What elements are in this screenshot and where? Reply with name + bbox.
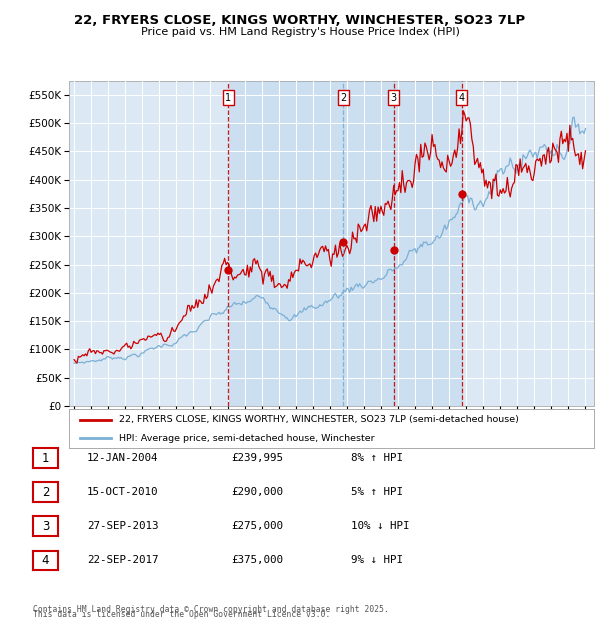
Text: This data is licensed under the Open Government Licence v3.0.: This data is licensed under the Open Gov… <box>33 610 331 619</box>
Text: 5% ↑ HPI: 5% ↑ HPI <box>351 487 403 497</box>
Bar <box>343 81 394 406</box>
Text: 4: 4 <box>42 554 49 567</box>
Text: 10% ↓ HPI: 10% ↓ HPI <box>351 521 409 531</box>
Text: 9% ↓ HPI: 9% ↓ HPI <box>351 555 403 565</box>
Text: 8% ↑ HPI: 8% ↑ HPI <box>351 453 403 463</box>
Text: 3: 3 <box>391 92 397 102</box>
Text: 22-SEP-2017: 22-SEP-2017 <box>87 555 158 565</box>
Text: 1: 1 <box>42 452 49 464</box>
Text: Price paid vs. HM Land Registry's House Price Index (HPI): Price paid vs. HM Land Registry's House … <box>140 27 460 37</box>
Text: 3: 3 <box>42 520 49 533</box>
Text: 22, FRYERS CLOSE, KINGS WORTHY, WINCHESTER, SO23 7LP: 22, FRYERS CLOSE, KINGS WORTHY, WINCHEST… <box>74 14 526 27</box>
Text: Contains HM Land Registry data © Crown copyright and database right 2025.: Contains HM Land Registry data © Crown c… <box>33 604 389 614</box>
Text: 15-OCT-2010: 15-OCT-2010 <box>87 487 158 497</box>
Bar <box>394 81 461 406</box>
Text: 2: 2 <box>42 486 49 498</box>
Text: 2: 2 <box>340 92 346 102</box>
Text: HPI: Average price, semi-detached house, Winchester: HPI: Average price, semi-detached house,… <box>119 433 374 443</box>
Text: 4: 4 <box>458 92 464 102</box>
Text: 12-JAN-2004: 12-JAN-2004 <box>87 453 158 463</box>
Text: £239,995: £239,995 <box>231 453 283 463</box>
Text: 22, FRYERS CLOSE, KINGS WORTHY, WINCHESTER, SO23 7LP (semi-detached house): 22, FRYERS CLOSE, KINGS WORTHY, WINCHEST… <box>119 415 519 425</box>
Bar <box>228 81 343 406</box>
Text: £275,000: £275,000 <box>231 521 283 531</box>
Text: 1: 1 <box>225 92 231 102</box>
Text: £290,000: £290,000 <box>231 487 283 497</box>
Text: 27-SEP-2013: 27-SEP-2013 <box>87 521 158 531</box>
Text: £375,000: £375,000 <box>231 555 283 565</box>
